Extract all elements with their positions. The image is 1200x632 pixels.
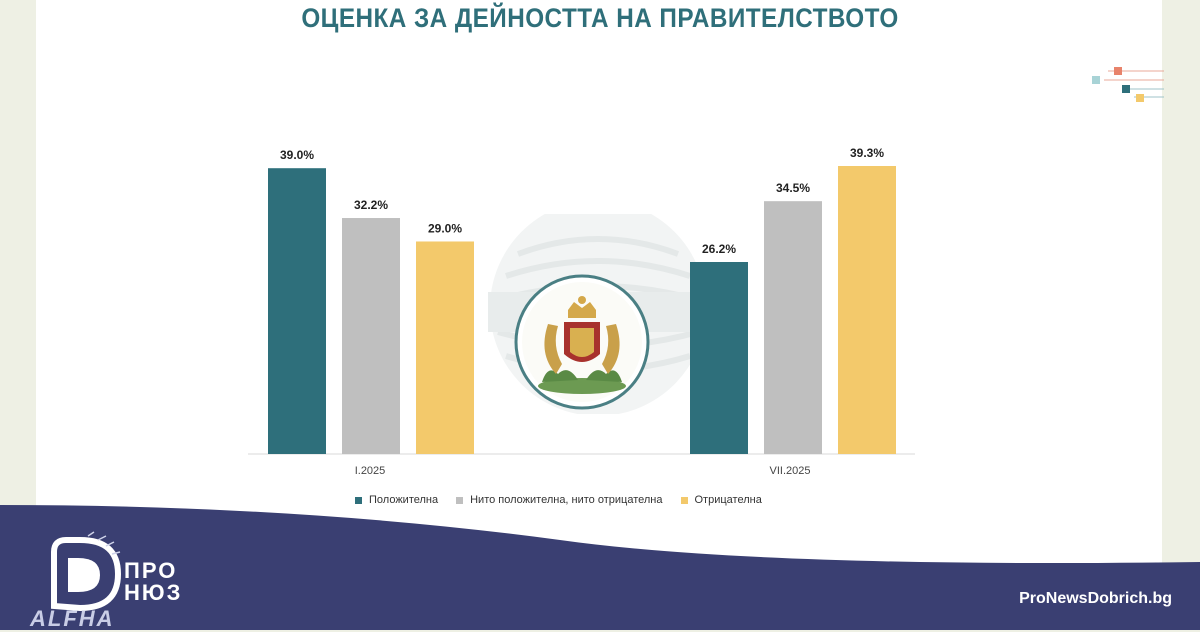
bar-negative-1 — [838, 166, 896, 454]
data-label: 39.0% — [280, 148, 314, 162]
legend-item-neutral: Нито положителна, нито отрицателна — [456, 494, 663, 506]
logo-text-line1: ПРО — [124, 558, 178, 583]
category-label: VII.2025 — [770, 465, 811, 477]
legend-label-neutral: Нито положителна, нито отрицателна — [470, 494, 663, 506]
data-label: 34.5% — [776, 181, 810, 195]
coat-of-arms-icon — [538, 296, 626, 394]
logo-text-line2: НЮЗ — [124, 580, 183, 605]
chart-legend: Положителна Нито положителна, нито отриц… — [355, 493, 780, 507]
bar-neutral-0 — [342, 218, 400, 454]
data-label: 29.0% — [428, 221, 462, 235]
bar-positive-1 — [690, 262, 748, 454]
legend-item-positive: Положителна — [355, 494, 438, 506]
legend-swatch-negative — [680, 496, 688, 504]
data-label: 39.3% — [850, 146, 884, 160]
legend-label-positive: Положителна — [369, 494, 439, 506]
data-label: 26.2% — [702, 242, 736, 256]
watermark-emblem — [488, 214, 708, 414]
legend-swatch-positive — [355, 496, 362, 504]
category-label: I.2025 — [355, 465, 386, 477]
bar-negative-0 — [416, 241, 474, 454]
decorative-squares — [1092, 67, 1164, 102]
chart-title: ОЦЕНКА ЗА ДЕЙНОСТТА НА ПРАВИТЕЛСТВОТО — [301, 3, 899, 33]
data-label: 32.2% — [354, 198, 388, 212]
legend-item-negative: Отрицателна — [680, 494, 762, 506]
bar-neutral-1 — [764, 201, 822, 454]
legend-label-negative: Отрицателна — [694, 494, 762, 506]
partner-logo: ALFHA — [30, 606, 115, 631]
legend-swatch-neutral — [456, 496, 464, 504]
bar-positive-0 — [268, 168, 326, 454]
site-url[interactable]: ProNewsDobrich.bg — [1019, 590, 1172, 607]
